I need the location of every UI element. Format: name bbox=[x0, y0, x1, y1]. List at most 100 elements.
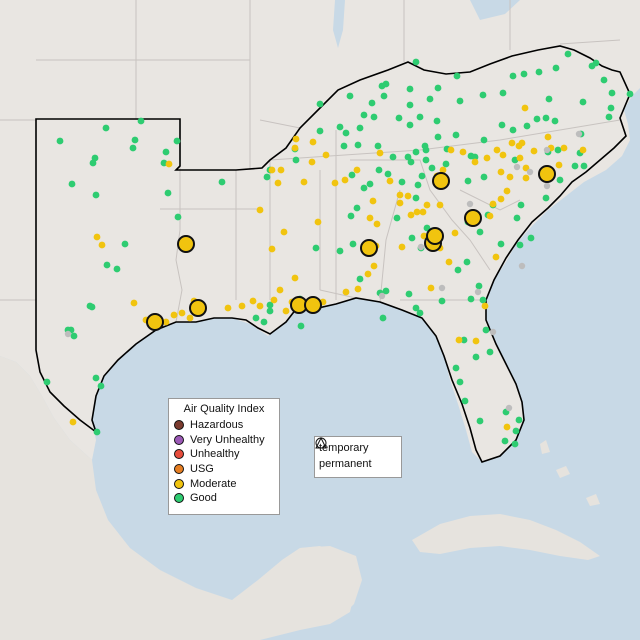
good-monitor[interactable] bbox=[579, 98, 587, 106]
moderate-monitor[interactable] bbox=[459, 148, 467, 156]
moderate-monitor[interactable] bbox=[341, 176, 349, 184]
good-monitor[interactable] bbox=[102, 124, 110, 132]
good-monitor[interactable] bbox=[292, 156, 300, 164]
good-monitor[interactable] bbox=[393, 214, 401, 222]
good-monitor[interactable] bbox=[523, 122, 531, 130]
moderate-monitor[interactable] bbox=[445, 258, 453, 266]
good-monitor[interactable] bbox=[456, 97, 464, 105]
good-monitor[interactable] bbox=[516, 241, 524, 249]
moderate-monitor[interactable] bbox=[516, 154, 524, 162]
moderate-monitor[interactable] bbox=[471, 158, 479, 166]
good-monitor[interactable] bbox=[416, 309, 424, 317]
good-monitor[interactable] bbox=[336, 247, 344, 255]
good-monitor[interactable] bbox=[260, 318, 268, 326]
moderate-monitor[interactable] bbox=[493, 146, 501, 154]
good-monitor[interactable] bbox=[433, 117, 441, 125]
good-monitor[interactable] bbox=[501, 437, 509, 445]
good-monitor[interactable] bbox=[509, 72, 517, 80]
moderate-monitor[interactable] bbox=[499, 151, 507, 159]
moderate-monitor[interactable] bbox=[364, 270, 372, 278]
moderate-monitor[interactable] bbox=[162, 318, 170, 326]
moderate-monitor[interactable] bbox=[369, 197, 377, 205]
moderate-monitor[interactable] bbox=[270, 296, 278, 304]
good-monitor[interactable] bbox=[349, 240, 357, 248]
good-monitor[interactable] bbox=[174, 213, 182, 221]
good-monitor[interactable] bbox=[476, 417, 484, 425]
moderate-monitor[interactable] bbox=[521, 104, 529, 112]
good-monitor[interactable] bbox=[442, 160, 450, 168]
good-monitor[interactable] bbox=[395, 114, 403, 122]
moderate-monitor[interactable] bbox=[130, 299, 138, 307]
good-monitor[interactable] bbox=[513, 214, 521, 222]
moderate-monitor[interactable] bbox=[256, 206, 264, 214]
good-monitor[interactable] bbox=[56, 137, 64, 145]
good-monitor[interactable] bbox=[626, 90, 634, 98]
good-monitor[interactable] bbox=[580, 162, 588, 170]
moderate-monitor[interactable] bbox=[165, 160, 173, 168]
good-monitor[interactable] bbox=[486, 348, 494, 356]
moderate-monitor[interactable] bbox=[268, 166, 276, 174]
good-monitor[interactable] bbox=[480, 136, 488, 144]
good-monitor[interactable] bbox=[312, 244, 320, 252]
good-monitor[interactable] bbox=[456, 378, 464, 386]
moderate-monitor[interactable] bbox=[291, 144, 299, 152]
good-monitor[interactable] bbox=[382, 287, 390, 295]
good-monitor[interactable] bbox=[472, 353, 480, 361]
nodata-monitor[interactable] bbox=[466, 200, 474, 208]
good-monitor[interactable] bbox=[554, 146, 562, 154]
moderate-monitor[interactable] bbox=[427, 284, 435, 292]
good-monitor[interactable] bbox=[605, 113, 613, 121]
good-monitor[interactable] bbox=[113, 265, 121, 273]
good-monitor[interactable] bbox=[97, 382, 105, 390]
moderate-monitor[interactable] bbox=[224, 304, 232, 312]
moderate-monitor[interactable] bbox=[419, 208, 427, 216]
nodata-monitor[interactable] bbox=[543, 182, 551, 190]
temporary-moderate-monitor[interactable] bbox=[426, 227, 444, 245]
moderate-monitor[interactable] bbox=[518, 139, 526, 147]
good-monitor[interactable] bbox=[92, 191, 100, 199]
good-monitor[interactable] bbox=[434, 133, 442, 141]
moderate-monitor[interactable] bbox=[579, 146, 587, 154]
good-monitor[interactable] bbox=[515, 416, 523, 424]
good-monitor[interactable] bbox=[405, 290, 413, 298]
good-monitor[interactable] bbox=[368, 99, 376, 107]
moderate-monitor[interactable] bbox=[407, 211, 415, 219]
good-monitor[interactable] bbox=[68, 180, 76, 188]
good-monitor[interactable] bbox=[88, 303, 96, 311]
good-monitor[interactable] bbox=[408, 234, 416, 242]
good-monitor[interactable] bbox=[354, 141, 362, 149]
good-monitor[interactable] bbox=[512, 427, 520, 435]
good-monitor[interactable] bbox=[366, 180, 374, 188]
good-monitor[interactable] bbox=[173, 137, 181, 145]
moderate-monitor[interactable] bbox=[93, 233, 101, 241]
good-monitor[interactable] bbox=[263, 173, 271, 181]
moderate-monitor[interactable] bbox=[455, 336, 463, 344]
moderate-monitor[interactable] bbox=[256, 302, 264, 310]
good-monitor[interactable] bbox=[370, 113, 378, 121]
good-monitor[interactable] bbox=[542, 114, 550, 122]
good-monitor[interactable] bbox=[499, 89, 507, 97]
good-monitor[interactable] bbox=[498, 121, 506, 129]
good-monitor[interactable] bbox=[461, 397, 469, 405]
good-monitor[interactable] bbox=[535, 68, 543, 76]
good-monitor[interactable] bbox=[348, 171, 356, 179]
good-monitor[interactable] bbox=[389, 153, 397, 161]
moderate-monitor[interactable] bbox=[436, 201, 444, 209]
good-monitor[interactable] bbox=[336, 123, 344, 131]
moderate-monitor[interactable] bbox=[398, 243, 406, 251]
moderate-monitor[interactable] bbox=[276, 286, 284, 294]
good-monitor[interactable] bbox=[316, 127, 324, 135]
good-monitor[interactable] bbox=[89, 159, 97, 167]
good-monitor[interactable] bbox=[533, 115, 541, 123]
good-monitor[interactable] bbox=[453, 72, 461, 80]
moderate-monitor[interactable] bbox=[386, 177, 394, 185]
moderate-monitor[interactable] bbox=[373, 220, 381, 228]
moderate-monitor[interactable] bbox=[280, 228, 288, 236]
monitor-markers[interactable] bbox=[43, 50, 634, 448]
good-monitor[interactable] bbox=[527, 234, 535, 242]
nodata-monitor[interactable] bbox=[489, 328, 497, 336]
good-monitor[interactable] bbox=[607, 104, 615, 112]
moderate-monitor[interactable] bbox=[354, 285, 362, 293]
good-monitor[interactable] bbox=[571, 162, 579, 170]
good-monitor[interactable] bbox=[360, 184, 368, 192]
